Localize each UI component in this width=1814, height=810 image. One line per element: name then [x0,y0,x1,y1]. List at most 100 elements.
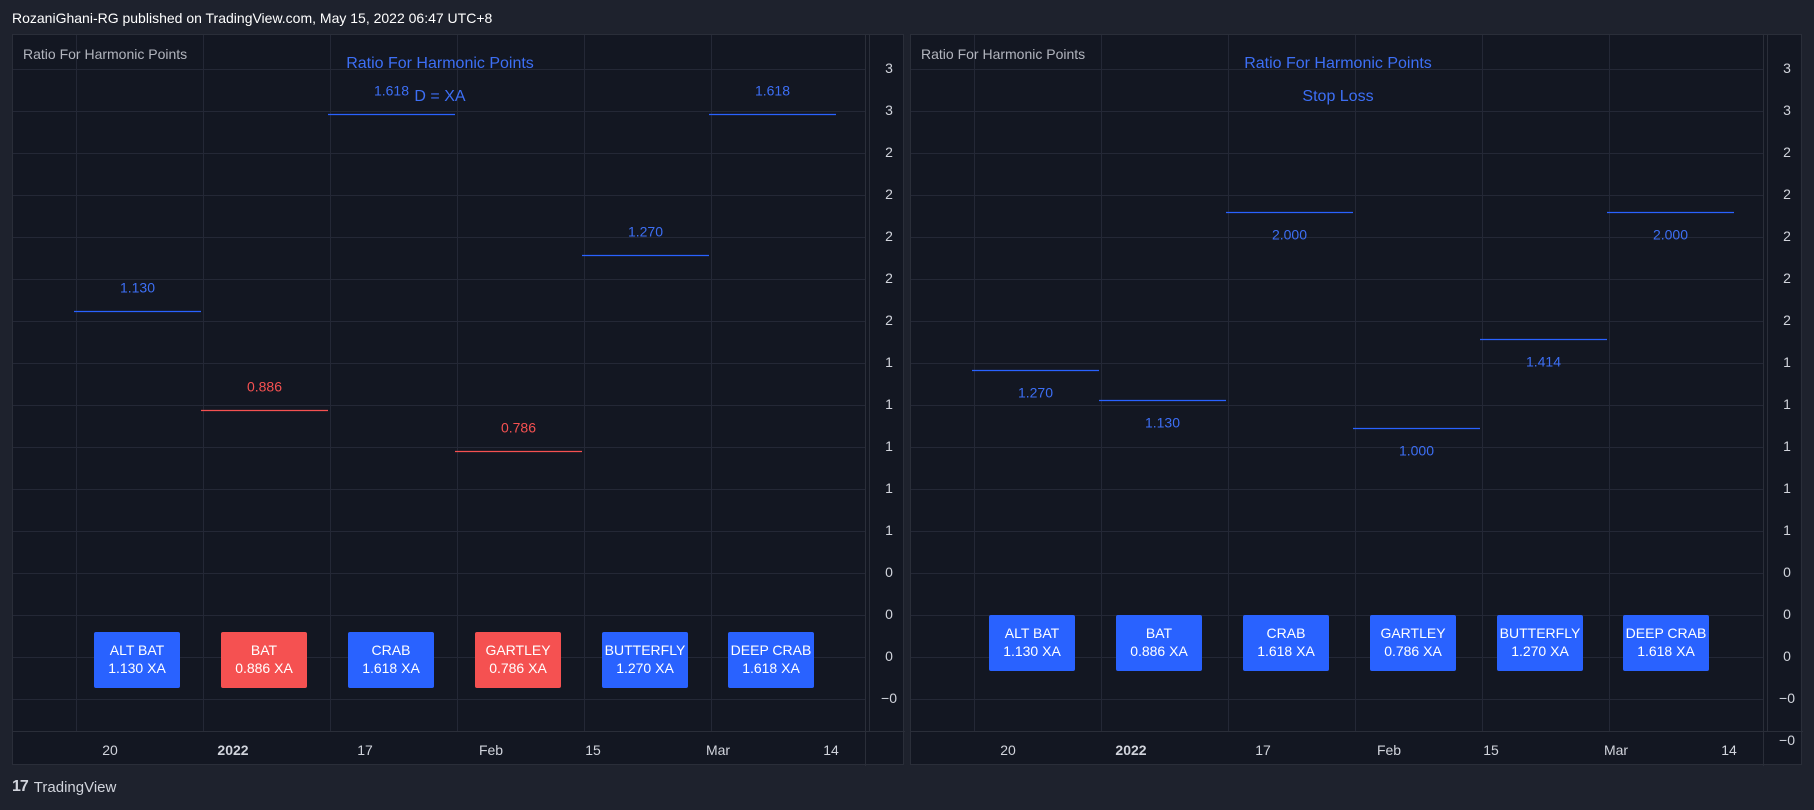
y-tick-label: 0 [1783,564,1791,580]
x-tick-label: 14 [823,742,839,758]
chart-panel-left[interactable]: 3 3 2 2 2 2 2 1 1 1 1 1 0 0 0 −0 20 2022 17 Feb 15 Mar 14 Ratio… [12,34,905,766]
x-tick-label: 17 [357,742,373,758]
pattern-box-crab: CRAB 1.618 XA [1243,615,1329,671]
pattern-box-alt-bat: ALT BAT 1.130 XA [989,615,1075,671]
x-tick-label: 15 [1483,742,1499,758]
y-tick-label: 2 [1783,270,1791,286]
y-tick-label: 1 [885,396,893,412]
x-tick-label: 15 [585,742,601,758]
chart-subtitle: Stop Loss [1302,88,1373,105]
grid [13,35,865,731]
pattern-ratio: 1.618 XA [742,660,800,676]
y-tick-label: −0 [1779,732,1795,748]
level-value-label: 0.886 [247,379,282,395]
x-tick-label: 14 [1721,742,1737,758]
y-tick-label: 3 [885,102,893,118]
y-tick-label: 1 [1783,438,1791,454]
y-tick-label: 3 [885,60,893,76]
pattern-box-bat: BAT 0.886 XA [1116,615,1202,671]
y-tick-label: 1 [885,438,893,454]
level-value-label: 1.618 [374,83,409,99]
chart-svg: 3 3 2 2 2 2 2 1 1 1 1 1 0 0 0 −0 −0 20 2022 17 Feb 15 Mar 14 Rat… [911,35,1803,766]
y-tick-label: 1 [885,480,893,496]
y-tick-label: 2 [1783,312,1791,328]
x-tick-label: Mar [706,742,730,758]
y-tick-label: 1 [1783,396,1791,412]
y-tick-label: 2 [1783,144,1791,160]
y-tick-label: 1 [1783,522,1791,538]
publish-info: RozaniGhani-RG published on TradingView.… [12,10,493,26]
pattern-ratio: 0.786 XA [489,660,547,676]
pattern-name: BUTTERFLY [604,642,686,658]
pattern-ratio: 1.270 XA [616,660,674,676]
pattern-box-bat: BAT 0.886 XA [221,632,307,688]
pattern-box-crab: CRAB 1.618 XA [348,632,434,688]
y-tick-label: 2 [885,186,893,202]
chart-svg: 3 3 2 2 2 2 2 1 1 1 1 1 0 0 0 −0 20 2022 17 Feb 15 Mar 14 Ratio… [13,35,905,766]
y-tick-label: 1 [885,354,893,370]
pattern-name: DEEP CRAB [1625,625,1707,641]
level-value-label: 1.270 [628,224,663,240]
pattern-box-alt-bat: ALT BAT 1.130 XA [94,632,180,688]
pattern-name: GARTLEY [1380,625,1446,641]
pattern-ratio: 0.886 XA [1130,643,1188,659]
level-value-label: 1.270 [1018,385,1053,401]
pattern-ratio: 1.618 XA [1257,643,1315,659]
x-tick-label: 17 [1255,742,1271,758]
pattern-name: BAT [1145,625,1173,641]
y-tick-label: 2 [885,312,893,328]
y-tick-label: −0 [1779,690,1795,706]
level-value-label: 1.000 [1399,443,1434,459]
y-tick-label: 1 [1783,354,1791,370]
y-tick-label: 2 [1783,186,1791,202]
chart-title: Ratio For Harmonic Points [1244,55,1432,72]
x-tick-label: 20 [1000,742,1016,758]
level-value-label: 2.000 [1272,227,1307,243]
level-value-label: 1.414 [1526,354,1561,370]
pattern-ratio: 1.130 XA [1003,643,1061,659]
pattern-ratio: 1.270 XA [1511,643,1569,659]
tradingview-logo-icon: 17 [12,778,29,795]
x-tick-label: 2022 [1115,742,1146,758]
y-tick-label: 3 [1783,60,1791,76]
x-tick-label: 2022 [217,742,248,758]
x-tick-label: Feb [1377,742,1401,758]
chart-panel-right[interactable]: 3 3 2 2 2 2 2 1 1 1 1 1 0 0 0 −0 −0 20 2022 17 Feb 15 Mar 14 Rat… [910,34,1803,766]
x-tick-label: Mar [1604,742,1628,758]
x-tick-label: 20 [102,742,118,758]
y-tick-label: −0 [881,690,897,706]
level-value-label: 2.000 [1653,227,1688,243]
pattern-ratio: 1.618 XA [1637,643,1695,659]
pattern-name: GARTLEY [485,642,551,658]
y-tick-label: 2 [885,144,893,160]
indicator-title: Ratio For Harmonic Points [921,46,1086,62]
y-tick-label: 0 [885,606,893,622]
pattern-ratio: 1.618 XA [362,660,420,676]
y-tick-label: 0 [885,648,893,664]
level-value-label: 0.786 [501,420,536,436]
pattern-name: BAT [250,642,278,658]
brand-name: TradingView [33,778,117,796]
pattern-box-deep-crab: DEEP CRAB 1.618 XA [1623,615,1709,671]
pattern-name: BUTTERFLY [1499,625,1581,641]
tradingview-brand[interactable]: 17 TradingView [12,778,116,796]
pattern-name: ALT BAT [109,642,165,658]
indicator-title: Ratio For Harmonic Points [23,46,188,62]
pattern-box-butterfly: BUTTERFLY 1.270 XA [1497,615,1583,671]
y-tick-label: 1 [885,522,893,538]
y-tick-label: 0 [885,564,893,580]
y-tick-label: 2 [885,270,893,286]
level-value-label: 1.618 [755,83,790,99]
pattern-box-gartley: GARTLEY 0.786 XA [1370,615,1456,671]
pattern-ratio: 1.130 XA [108,660,166,676]
y-tick-label: 0 [1783,648,1791,664]
y-tick-label: 2 [1783,228,1791,244]
pattern-name: CRAB [1266,625,1306,641]
y-tick-label: 0 [1783,606,1791,622]
level-value-label: 1.130 [120,280,155,296]
y-tick-label: 1 [1783,480,1791,496]
pattern-ratio: 0.886 XA [235,660,293,676]
pattern-ratio: 0.786 XA [1384,643,1442,659]
pattern-box-deep-crab: DEEP CRAB 1.618 XA [728,632,814,688]
pattern-name: DEEP CRAB [730,642,812,658]
